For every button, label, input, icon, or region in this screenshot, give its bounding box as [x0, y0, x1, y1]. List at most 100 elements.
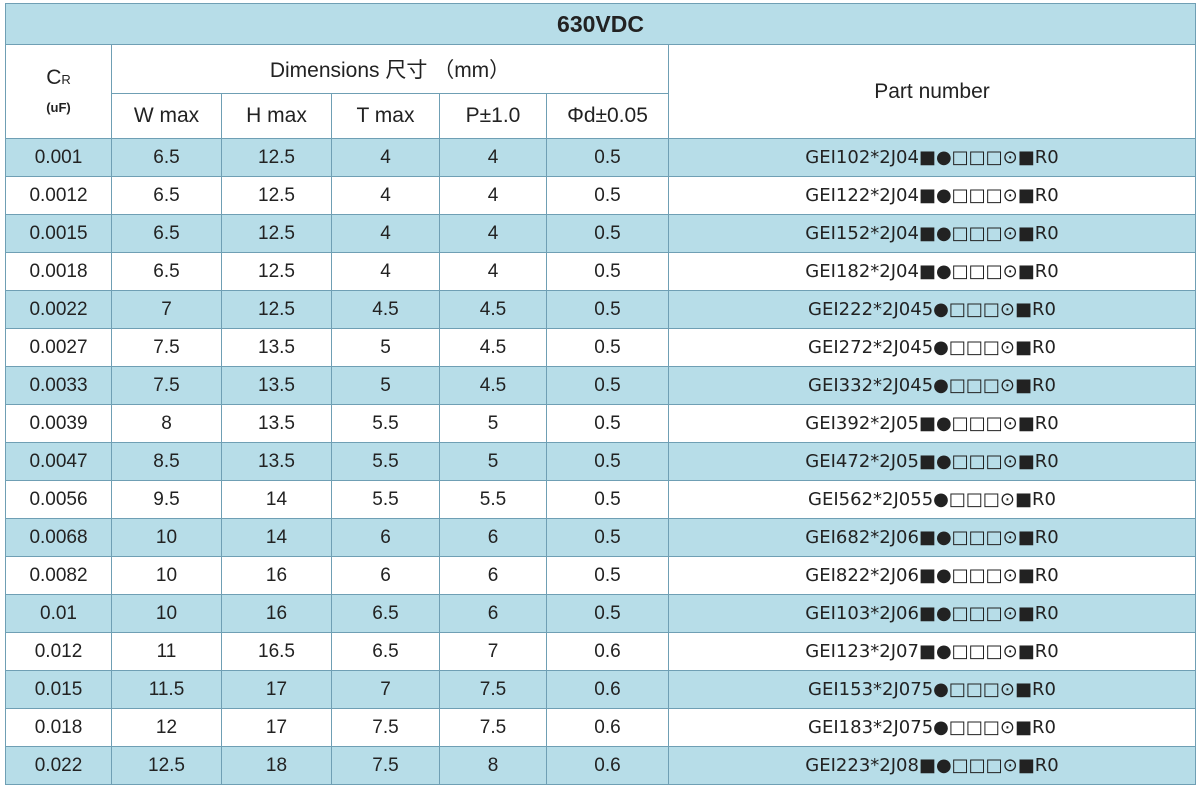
dimension-cell: 0.5	[546, 556, 669, 595]
dimension-cell: 5.5	[331, 404, 440, 443]
dimension-cell: 0.5	[546, 594, 669, 633]
dimension-cell: 16	[221, 556, 332, 595]
capacitance-cell: 0.0015	[5, 214, 112, 253]
dimension-cell: 0.5	[546, 442, 669, 481]
part-number-cell: GEI562*2J055●□□□⊙■R0	[668, 480, 1196, 519]
table-row: 0.0015 6.5 12.5 4 4 0.5 GEI152*2J04■●□□□⊙■R0	[5, 214, 1196, 253]
dimension-cell: 8	[439, 746, 547, 785]
dimension-cell: 6	[439, 594, 547, 633]
dimension-cell: 4.5	[439, 366, 547, 405]
dimension-cell: 7	[439, 632, 547, 671]
table-row: 0.0027 7.5 13.5 5 4.5 0.5 GEI272*2J045●□□□⊙■R0	[5, 328, 1196, 367]
capacitance-cell: 0.0018	[5, 252, 112, 291]
part-number-cell: GEI102*2J04■●□□□⊙■R0	[668, 138, 1196, 177]
capacitance-cell: 0.022	[5, 746, 112, 785]
dimension-cell: 5	[331, 328, 440, 367]
capacitance-cell: 0.012	[5, 632, 112, 671]
dimension-cell: 0.5	[546, 290, 669, 329]
part-number-cell: GEI182*2J04■●□□□⊙■R0	[668, 252, 1196, 291]
dimension-cell: 0.5	[546, 138, 669, 177]
dimension-cell: 4	[331, 138, 440, 177]
part-number-cell: GEI822*2J06■●□□□⊙■R0	[668, 556, 1196, 595]
dimension-cell: 4	[331, 176, 440, 215]
dimension-cell: 17	[221, 670, 332, 709]
dimension-cell: 4.5	[331, 290, 440, 329]
dimension-cell: 0.5	[546, 366, 669, 405]
capacitance-cell: 0.0027	[5, 328, 112, 367]
capacitance-cell: 0.015	[5, 670, 112, 709]
part-number-cell: GEI183*2J075●□□□⊙■R0	[668, 708, 1196, 747]
part-number-header: Part number	[668, 44, 1196, 139]
dimension-cell: 4	[439, 252, 547, 291]
part-number-cell: GEI222*2J045●□□□⊙■R0	[668, 290, 1196, 329]
dimension-cell: 6.5	[111, 176, 222, 215]
dimension-cell: 13.5	[221, 404, 332, 443]
capacitance-cell: 0.001	[5, 138, 112, 177]
dimension-cell: 0.6	[546, 632, 669, 671]
table-row: 0.0033 7.5 13.5 5 4.5 0.5 GEI332*2J045●□□□⊙■R0	[5, 366, 1196, 405]
part-number-cell: GEI392*2J05■●□□□⊙■R0	[668, 404, 1196, 443]
dimension-cell: 6.5	[111, 214, 222, 253]
dimension-cell: 6.5	[111, 138, 222, 177]
dimension-cell: 10	[111, 594, 222, 633]
capacitance-cell: 0.0068	[5, 518, 112, 557]
dimension-cell: 0.5	[546, 480, 669, 519]
dimension-cell: 7.5	[331, 746, 440, 785]
dimension-cell: 4.5	[439, 290, 547, 329]
table-row: 0.0068 10 14 6 6 0.5 GEI682*2J06■●□□□⊙■R0	[5, 518, 1196, 557]
part-number-cell: GEI332*2J045●□□□⊙■R0	[668, 366, 1196, 405]
capacitance-cell: 0.0039	[5, 404, 112, 443]
dimension-cell: 0.5	[546, 328, 669, 367]
capacitance-cell: 0.01	[5, 594, 112, 633]
dimension-cell: 18	[221, 746, 332, 785]
table-row: 0.012 11 16.5 6.5 7 0.6 GEI123*2J07■●□□□⊙■R0	[5, 632, 1196, 671]
dimension-cell: 12	[111, 708, 222, 747]
cr-symbol: C	[46, 66, 62, 90]
part-number-cell: GEI682*2J06■●□□□⊙■R0	[668, 518, 1196, 557]
table-row: 0.022 12.5 18 7.5 8 0.6 GEI223*2J08■●□□□⊙■R0	[5, 746, 1196, 785]
dimension-cell: 7.5	[111, 366, 222, 405]
dimension-cell: 0.5	[546, 176, 669, 215]
dimension-cell: 6	[439, 518, 547, 557]
capacitance-cell: 0.0033	[5, 366, 112, 405]
dimension-cell: 4	[331, 252, 440, 291]
dimension-cell: 8	[111, 404, 222, 443]
dimension-cell: 14	[221, 480, 332, 519]
spec-table: 630VDC CR (uF) Dimensions 尺寸 （mm） Part nu…	[5, 3, 1196, 785]
column-header: P±1.0	[439, 93, 547, 139]
dimension-cell: 12.5	[221, 176, 332, 215]
dimension-cell: 4	[439, 176, 547, 215]
dimension-cell: 13.5	[221, 442, 332, 481]
dimension-cell: 12.5	[221, 252, 332, 291]
dimension-cell: 4	[439, 214, 547, 253]
table-title: 630VDC	[5, 3, 1196, 45]
cr-header: CR (uF)	[5, 44, 112, 139]
dimension-cell: 11	[111, 632, 222, 671]
dimension-cell: 0.5	[546, 518, 669, 557]
table-row: 0.018 12 17 7.5 7.5 0.6 GEI183*2J075●□□□⊙■R0	[5, 708, 1196, 747]
dimension-cell: 7	[111, 290, 222, 329]
dimension-cell: 6.5	[331, 632, 440, 671]
dimension-cell: 7.5	[331, 708, 440, 747]
capacitance-cell: 0.0056	[5, 480, 112, 519]
cr-unit: (uF)	[46, 99, 71, 115]
part-number-cell: GEI122*2J04■●□□□⊙■R0	[668, 176, 1196, 215]
dimension-cell: 5.5	[439, 480, 547, 519]
dimension-cell: 7	[331, 670, 440, 709]
table-row: 0.001 6.5 12.5 4 4 0.5 GEI102*2J04■●□□□⊙■R0	[5, 138, 1196, 177]
dimension-cell: 12.5	[221, 138, 332, 177]
table-row: 0.0022 7 12.5 4.5 4.5 0.5 GEI222*2J045●□□□⊙■R0	[5, 290, 1196, 329]
capacitance-cell: 0.0082	[5, 556, 112, 595]
dimension-cell: 14	[221, 518, 332, 557]
capacitance-cell: 0.0022	[5, 290, 112, 329]
dimension-cell: 5.5	[331, 442, 440, 481]
dimension-cell: 13.5	[221, 328, 332, 367]
part-number-cell: GEI472*2J05■●□□□⊙■R0	[668, 442, 1196, 481]
dimension-cell: 6	[331, 518, 440, 557]
dimension-cell: 7.5	[439, 708, 547, 747]
dimension-cell: 0.5	[546, 214, 669, 253]
column-header-row: W max H max T max P±1.0 Φd±0.05	[6, 93, 1196, 139]
table-body: 0.001 6.5 12.5 4 4 0.5 GEI102*2J04■●□□□⊙■R0 0.0…	[5, 138, 1196, 785]
dimension-cell: 7.5	[111, 328, 222, 367]
